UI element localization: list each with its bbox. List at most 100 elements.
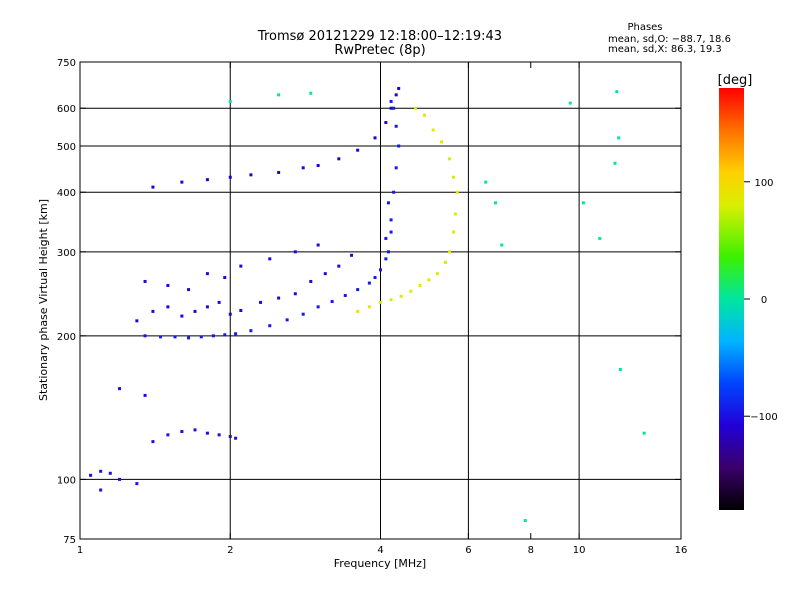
echo-point <box>143 279 147 283</box>
echo-point <box>277 93 281 97</box>
echo-point <box>249 329 253 333</box>
echo-point <box>367 281 371 285</box>
colorbar-ticks: 100 0 −100 <box>744 178 778 423</box>
y-tick-label: 400 <box>57 188 76 199</box>
x-tick-label: 2 <box>227 545 233 556</box>
echo-point <box>99 488 103 492</box>
echo-point <box>316 164 320 168</box>
echo-point <box>217 300 221 304</box>
echo-point <box>187 288 191 292</box>
echo-point <box>617 136 621 140</box>
echo-point <box>356 148 360 152</box>
chart-title: Tromsø 20121229 12:18:00–12:19:43 <box>257 29 502 44</box>
x-tick-label: 4 <box>377 545 383 556</box>
x-tick-label: 16 <box>675 545 688 556</box>
echo-point <box>337 264 341 268</box>
echo-point <box>151 185 155 189</box>
x-tick-label: 8 <box>528 545 534 556</box>
echo-point <box>392 190 396 194</box>
legend-x-stats: mean, sd,X: 86.3, 19.3 <box>608 44 722 55</box>
echo-point <box>249 173 253 177</box>
echo-point <box>613 161 617 165</box>
colorbar-tick-label: −100 <box>750 412 777 423</box>
echo-point <box>187 336 191 340</box>
x-tick-label: 6 <box>465 545 471 556</box>
echo-point <box>384 236 388 240</box>
echo-point <box>118 387 122 391</box>
echo-point <box>337 157 341 161</box>
echo-point <box>379 300 382 304</box>
grid-lines <box>80 62 681 539</box>
echo-point <box>435 272 439 276</box>
echo-point <box>143 393 147 397</box>
echo-point <box>223 276 227 280</box>
y-axis-label: Stationary phase Virtual Height [km] <box>37 199 50 401</box>
echo-point <box>392 106 396 110</box>
echo-point <box>581 201 585 205</box>
y-tick-label: 75 <box>63 535 76 546</box>
echo-point <box>268 257 272 261</box>
echo-point <box>389 99 393 103</box>
echo-point <box>394 93 398 97</box>
echo-point <box>323 272 327 276</box>
echo-point <box>451 230 455 234</box>
echo-point <box>413 106 417 110</box>
y-tick-label: 750 <box>57 58 76 69</box>
echo-point <box>330 300 334 304</box>
echo-point <box>205 305 209 309</box>
echo-point <box>166 305 170 309</box>
echo-point <box>205 272 209 276</box>
echo-point <box>356 288 360 292</box>
echo-point <box>99 469 103 473</box>
echo-point <box>223 333 227 337</box>
echo-point <box>89 473 93 477</box>
echo-point <box>193 309 197 313</box>
echo-point <box>277 170 281 174</box>
echo-point <box>180 314 184 318</box>
echo-point <box>373 136 377 140</box>
echo-point <box>228 435 232 439</box>
echo-point <box>159 335 163 339</box>
echo-point <box>301 166 305 170</box>
y-tick-label: 600 <box>57 104 76 115</box>
echo-point <box>399 294 403 298</box>
y-tick-label: 100 <box>57 475 76 486</box>
echo-point <box>316 305 320 309</box>
colorbar <box>719 88 744 510</box>
echo-point <box>427 278 431 282</box>
echo-point <box>444 260 448 264</box>
echo-point <box>205 431 209 435</box>
echo-point <box>394 124 398 128</box>
echo-point <box>239 264 243 268</box>
echo-point <box>455 190 459 194</box>
legend-o-stats: mean, sd,O: −88.7, 18.6 <box>608 34 731 45</box>
echo-point <box>453 212 457 216</box>
echo-point <box>598 236 602 240</box>
x-axis-label: Frequency [MHz] <box>334 557 426 570</box>
echo-point <box>234 436 238 440</box>
echo-point <box>293 250 297 254</box>
x-tick-label: 10 <box>573 545 586 556</box>
echo-point <box>309 279 313 283</box>
echo-point <box>228 312 232 316</box>
echo-point <box>316 243 320 247</box>
echo-point <box>166 433 170 437</box>
echo-point <box>118 477 122 481</box>
echo-point <box>615 90 619 94</box>
x-tick-label: 1 <box>77 545 83 556</box>
echo-point <box>143 334 147 338</box>
echo-points <box>89 86 646 523</box>
echo-point <box>418 283 422 287</box>
echo-point <box>451 175 455 179</box>
echo-point <box>397 144 401 148</box>
echo-point <box>367 305 371 309</box>
echo-point <box>618 367 622 371</box>
colorbar-label: [deg] <box>718 73 753 88</box>
echo-point <box>384 121 388 125</box>
echo-point <box>239 308 243 312</box>
echo-point <box>384 257 388 261</box>
echo-point <box>228 99 232 103</box>
echo-point <box>379 268 382 272</box>
echo-point <box>259 300 263 304</box>
echo-point <box>431 128 435 132</box>
